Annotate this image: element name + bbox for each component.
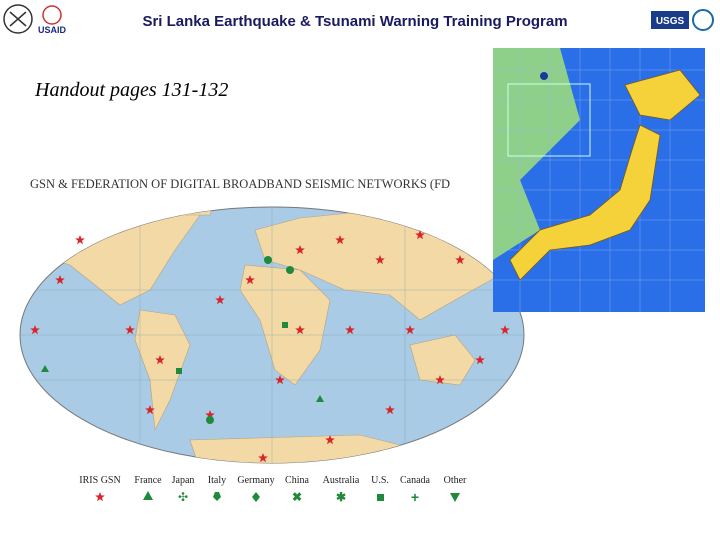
right-logos: USGS [651,9,714,31]
svg-text:+: + [411,489,419,505]
legend-label: Australia [323,475,360,486]
svg-text:✖: ✖ [292,490,302,504]
legend-label: France [134,475,162,486]
world-map [19,206,525,464]
legend-label: Germany [237,475,274,486]
legend-label: Canada [400,475,431,486]
legend-label: Other [444,475,467,486]
legend-label: IRIS GSN [79,475,120,486]
left-logos: USAID [3,4,67,35]
svg-text:✱: ✱ [336,490,346,504]
legend-label: Italy [208,475,226,486]
handout-text: Handout pages 131-132 [34,79,228,101]
map-title: GSN & FEDERATION OF DIGITAL BROADBAND SE… [30,177,450,191]
legend: IRIS GSN France Japan Italy Germany Chin… [79,475,467,505]
legend-label: China [285,475,309,486]
usaid-logo: USAID [38,25,67,35]
japan-map [493,48,705,312]
legend-label: Japan [172,475,195,486]
header-title: Sri Lanka Earthquake & Tsunami Warning T… [142,13,567,30]
legend-label: U.S. [371,475,389,486]
usgs-logo: USGS [656,16,685,27]
svg-text:✣: ✣ [178,490,188,504]
